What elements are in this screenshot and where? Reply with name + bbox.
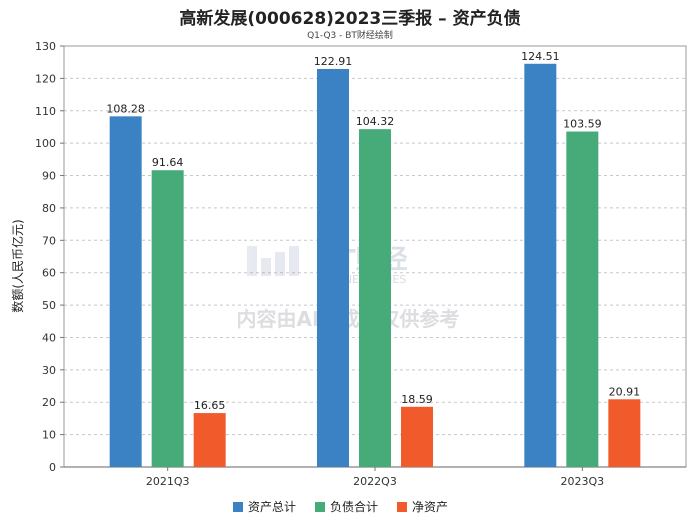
y-tick-label: 40 bbox=[42, 331, 56, 344]
data-labels: 108.28 91.64 16.65 122.91 104.32 18.59 124.51 1… bbox=[106, 50, 640, 412]
legend-label: 资产总计 bbox=[248, 500, 296, 514]
y-tick-label: 20 bbox=[42, 396, 56, 409]
legend: 资产总计 负债合计 净资产 bbox=[233, 499, 448, 514]
watermark-logo-icon bbox=[247, 246, 299, 276]
x-tick-label: 2023Q3 bbox=[561, 475, 605, 488]
y-tick-label: 110 bbox=[35, 105, 56, 118]
y-tick-label: 80 bbox=[42, 202, 56, 215]
x-tick-label: 2021Q3 bbox=[146, 475, 190, 488]
y-tick-label: 30 bbox=[42, 364, 56, 377]
bar-2 bbox=[359, 129, 391, 467]
legend-label: 负债合计 bbox=[330, 499, 378, 514]
y-tick-label: 0 bbox=[49, 461, 56, 474]
y-tick-label: 100 bbox=[35, 137, 56, 150]
legend-swatch bbox=[233, 502, 243, 512]
data-label: 18.59 bbox=[401, 393, 433, 406]
data-label: 20.91 bbox=[609, 385, 641, 398]
data-label: 108.28 bbox=[106, 102, 145, 115]
bar-2 bbox=[151, 170, 184, 467]
legend-swatch bbox=[397, 502, 407, 512]
x-tick-labels: 2021Q3 2022Q3 2023Q3 bbox=[146, 467, 604, 488]
chart-subtitle: Q1-Q3 - BT财经绘制 bbox=[307, 31, 393, 41]
y-axis-label: 数额(人民币亿元) bbox=[10, 219, 25, 312]
bar-2 bbox=[566, 131, 599, 467]
bar-1 bbox=[109, 116, 142, 467]
bars bbox=[109, 63, 641, 468]
bar-3 bbox=[608, 399, 641, 467]
data-label: 103.59 bbox=[563, 118, 602, 131]
data-label: 104.32 bbox=[356, 115, 395, 128]
data-label: 124.51 bbox=[521, 50, 560, 63]
y-tick-label: 70 bbox=[42, 234, 56, 247]
data-label: 122.91 bbox=[314, 55, 353, 68]
bar-1 bbox=[317, 68, 349, 467]
bar-1 bbox=[524, 63, 557, 468]
legend-swatch bbox=[315, 502, 325, 512]
y-tick-label: 60 bbox=[42, 267, 56, 280]
bar-3 bbox=[193, 413, 226, 467]
y-tick-label: 90 bbox=[42, 170, 56, 183]
x-tick-label: 2022Q3 bbox=[353, 475, 397, 488]
y-tick-label: 10 bbox=[42, 429, 56, 442]
bar-3 bbox=[401, 406, 433, 467]
legend-label: 净资产 bbox=[412, 500, 448, 514]
data-label: 91.64 bbox=[152, 156, 184, 169]
data-label: 16.65 bbox=[194, 399, 226, 412]
y-tick-labels: 0 10 20 30 40 50 60 70 80 90 100 110 120 130 bbox=[35, 40, 64, 474]
y-tick-label: 130 bbox=[35, 40, 56, 53]
y-tick-label: 50 bbox=[42, 299, 56, 312]
y-tick-label: 120 bbox=[35, 72, 56, 85]
chart-title: 高新发展(000628)2023三季报 – 资产负债 bbox=[179, 9, 521, 29]
